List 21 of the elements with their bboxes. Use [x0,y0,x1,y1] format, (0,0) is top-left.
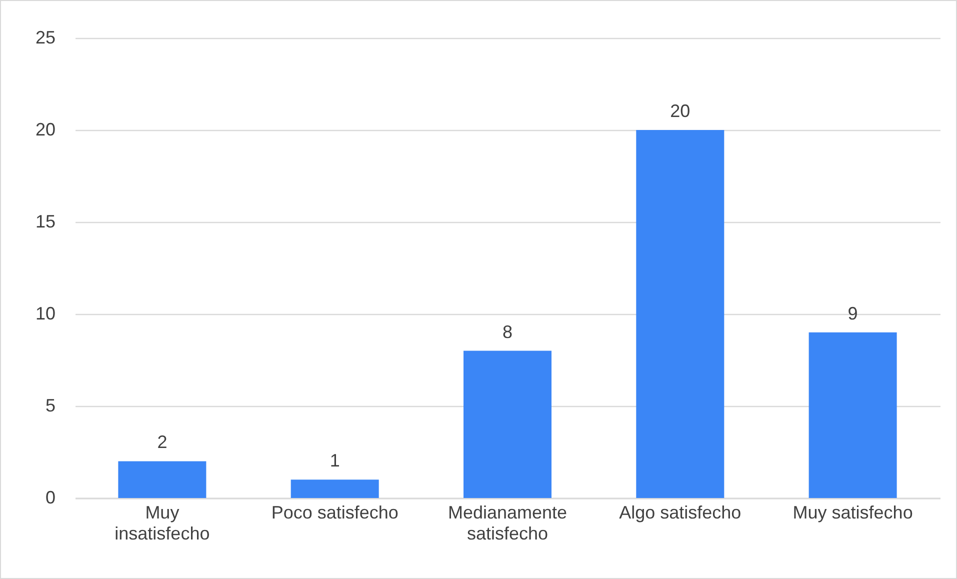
bar [118,461,206,498]
x-tick-label: Muy satisfecho [792,502,913,522]
x-tick-label: Algo satisfecho [619,502,742,522]
y-tick-label: 15 [35,212,56,232]
y-tick-label: 10 [35,304,56,324]
data-label: 2 [157,432,168,452]
data-label: 8 [502,322,513,342]
x-tick-label: Poco satisfecho [271,502,398,522]
bar [290,480,379,498]
bar [808,332,897,498]
data-label: 9 [848,303,858,324]
data-label: 1 [330,450,340,471]
y-tick-label: 5 [45,396,56,416]
y-tick-label: 20 [35,120,56,140]
y-tick-label: 0 [45,488,56,508]
bar [636,130,724,498]
bar [464,350,552,498]
data-label: 20 [670,101,690,121]
x-tick-label: Muy insatisfecho [114,502,210,544]
y-tick-label: 25 [35,28,56,48]
x-tick-label: Medianamente satisfecho [448,502,568,544]
